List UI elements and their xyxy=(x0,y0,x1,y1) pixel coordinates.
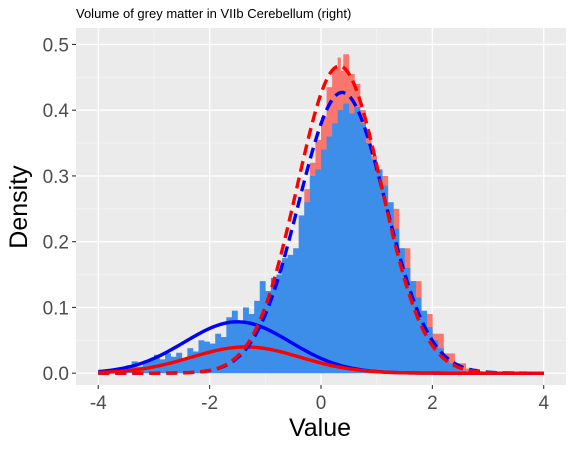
histogram-bar-1 xyxy=(387,202,394,374)
histogram-bar-1 xyxy=(404,267,411,374)
histogram-bar-1 xyxy=(270,277,277,374)
histogram-bar-1 xyxy=(343,103,350,374)
histogram-bar-1 xyxy=(204,341,210,374)
histogram-bar-1 xyxy=(282,258,288,374)
histogram-bar-1 xyxy=(215,333,222,374)
y-axis: 0.0 0.1 0.2 0.3 0.4 0.5 xyxy=(43,35,76,385)
histogram-bar-1 xyxy=(321,149,327,374)
y-tick-label: 0.1 xyxy=(43,298,69,319)
histogram-bar-1 xyxy=(415,297,422,374)
histogram-bar-1 xyxy=(265,290,272,374)
density-curve-3 xyxy=(98,64,544,375)
y-tick-label: 0.5 xyxy=(43,35,69,56)
histogram-bar-1 xyxy=(359,123,366,374)
histogram-bar-1 xyxy=(243,307,249,374)
histogram-bar-1 xyxy=(293,248,300,374)
histogram-bar-1 xyxy=(131,361,138,374)
x-axis-title: Value xyxy=(289,414,351,442)
histogram-bar-1 xyxy=(298,215,305,374)
histogram-bar-1 xyxy=(454,367,461,374)
histogram-bar-1 xyxy=(443,356,450,374)
histogram-bar-1 xyxy=(209,343,216,374)
histogram-bar-1 xyxy=(354,106,361,374)
histogram-bar-1 xyxy=(432,340,439,374)
histogram-bar-1 xyxy=(181,358,188,374)
histogram-bar-1 xyxy=(187,348,194,374)
histogram-bar-1 xyxy=(398,248,405,374)
histogram-bar-1 xyxy=(393,228,400,374)
y-tick-label: 0.0 xyxy=(43,364,69,385)
histogram-bar-1 xyxy=(410,281,416,374)
histogram-bar-1 xyxy=(326,136,333,374)
y-tick-label: 0.2 xyxy=(43,233,69,254)
histogram-bar-1 xyxy=(309,175,316,374)
histogram-bar-1 xyxy=(198,340,205,374)
histogram-bar-1 xyxy=(315,169,322,374)
chart-title: Volume of grey matter in VIIb Cerebellum… xyxy=(76,6,351,21)
histogram-bar-1 xyxy=(437,348,444,374)
x-tick-label: 0 xyxy=(316,393,327,414)
y-axis-title: Density xyxy=(5,165,33,249)
histogram-bar-1 xyxy=(348,113,355,374)
histogram-bar-1 xyxy=(365,143,372,374)
histogram-bar-1 xyxy=(287,254,294,374)
x-tick-label: 2 xyxy=(427,393,438,414)
histogram-bar-1 xyxy=(337,110,344,374)
histogram-bar-1 xyxy=(220,337,227,374)
histogram-bar-1 xyxy=(192,351,199,374)
histogram-bar-1 xyxy=(276,274,283,374)
histogram-bar-1 xyxy=(449,363,455,374)
y-tick-label: 0.3 xyxy=(43,167,69,188)
x-axis: -4 -2 0 2 4 xyxy=(90,385,549,414)
histogram-bar-1 xyxy=(153,354,160,374)
histogram-bar-1 xyxy=(226,317,233,374)
histogram-bar-1 xyxy=(231,310,238,374)
histogram-bar-1 xyxy=(376,169,383,374)
histogram-bar-1 xyxy=(371,159,377,374)
density-curves xyxy=(98,64,544,375)
y-tick-label: 0.4 xyxy=(43,101,70,122)
x-tick-label: -2 xyxy=(201,393,218,414)
histogram-bar-1 xyxy=(426,327,433,374)
histogram-bar-1 xyxy=(421,310,428,374)
histogram-bar-1 xyxy=(176,352,183,374)
x-tick-label: -4 xyxy=(90,393,107,414)
histogram-bar-1 xyxy=(382,185,389,374)
histogram-bar-1 xyxy=(170,356,177,374)
histogram-bar-1 xyxy=(304,202,311,374)
histogram-bar-1 xyxy=(332,123,339,374)
x-tick-label: 4 xyxy=(538,393,549,414)
density-curve-1 xyxy=(98,345,544,375)
histogram-bar-1 xyxy=(254,300,261,374)
